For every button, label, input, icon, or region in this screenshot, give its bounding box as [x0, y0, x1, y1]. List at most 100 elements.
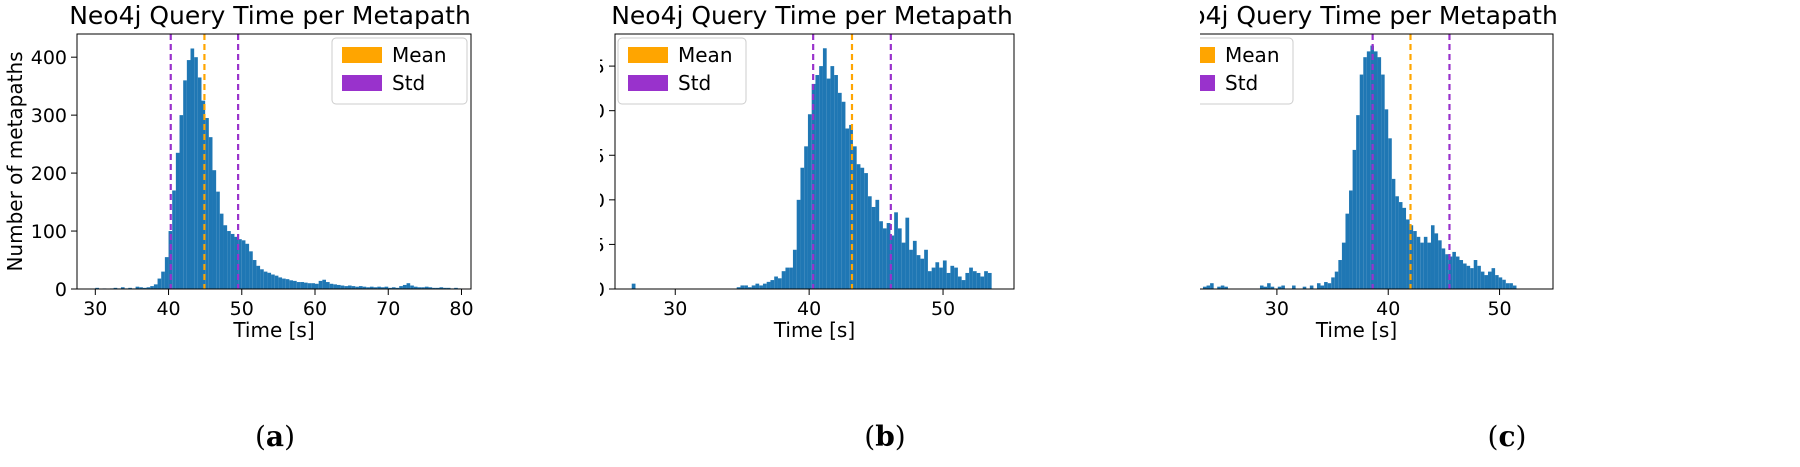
- histogram-bar: [901, 242, 906, 289]
- histogram-bar: [845, 128, 850, 289]
- legend-box: [1200, 37, 1294, 105]
- histogram-bar: [747, 287, 752, 289]
- x-tick-label: 60: [303, 298, 327, 320]
- histogram-bar: [358, 286, 363, 289]
- histogram-bar: [736, 287, 741, 289]
- histogram-bar: [1398, 202, 1403, 289]
- histogram-bar: [421, 287, 425, 289]
- histogram-bar: [1463, 263, 1467, 289]
- caption-b: (b): [864, 420, 906, 453]
- histogram-bar: [296, 282, 301, 289]
- histogram-bar: [1473, 260, 1478, 289]
- histogram-bar: [1484, 275, 1488, 289]
- histogram-bar: [1224, 286, 1228, 289]
- histogram-bar: [879, 221, 883, 289]
- histogram-bar: [1512, 285, 1517, 289]
- histogram-bar: [972, 271, 977, 289]
- histogram-bar: [852, 146, 857, 289]
- histogram-bar: [1263, 286, 1268, 289]
- histogram-bar: [905, 217, 910, 289]
- histogram-bar: [241, 240, 246, 289]
- histogram-bar: [344, 286, 348, 289]
- x-axis-label: Time [s]: [1315, 318, 1397, 342]
- histogram-bar: [216, 191, 220, 289]
- x-tick-label: 40: [797, 298, 821, 320]
- legend-swatch: [628, 75, 668, 91]
- histogram-bar: [774, 276, 778, 289]
- legend: Mean Std: [1200, 37, 1294, 105]
- histogram-bar: [311, 283, 316, 289]
- histogram-bar: [1349, 190, 1353, 289]
- legend-label: Mean: [1225, 43, 1280, 67]
- bars: [1202, 45, 1517, 290]
- histogram-bar: [1327, 283, 1332, 289]
- histogram-bar: [961, 280, 966, 289]
- histogram-bar: [219, 213, 224, 289]
- histogram-bar: [965, 272, 970, 289]
- histogram-bar: [807, 114, 812, 290]
- histogram-bar: [1413, 231, 1417, 289]
- chart-title: Neo4j Query Time per Metapath: [69, 1, 471, 30]
- histogram-bar: [1477, 265, 1481, 289]
- histogram-bar: [1334, 271, 1339, 289]
- histogram-bar: [263, 271, 268, 289]
- plot-frame: [76, 33, 472, 290]
- histogram-bar: [362, 286, 367, 289]
- histogram-bar: [924, 249, 928, 289]
- histogram-bar: [1452, 251, 1456, 289]
- histogram-bar: [766, 281, 771, 289]
- histogram-bar: [1267, 283, 1271, 289]
- histogram-bar: [285, 279, 290, 289]
- histogram-bar: [935, 262, 940, 289]
- histogram-bar: [410, 285, 414, 289]
- histogram-bar: [1352, 149, 1357, 289]
- histogram-bar: [186, 60, 191, 289]
- x-tick-label: 30: [1265, 298, 1289, 320]
- histogram-bar: [179, 115, 184, 290]
- plot-frame: [614, 33, 1015, 290]
- histogram-bar: [230, 233, 235, 289]
- caption-c: (c): [1487, 420, 1527, 453]
- histogram-bar: [113, 287, 118, 289]
- histogram-bar: [740, 285, 745, 289]
- histogram-bar: [1356, 115, 1360, 290]
- legend-swatch: [342, 75, 382, 91]
- histogram-bar: [168, 231, 173, 289]
- histogram-bar: [293, 280, 297, 289]
- histogram-bar: [183, 80, 187, 289]
- histogram-bar: [931, 267, 936, 289]
- histogram-bar: [347, 285, 352, 289]
- y-tick-label: 300: [31, 105, 67, 127]
- histogram-bar: [796, 199, 801, 289]
- histogram-bar: [369, 286, 374, 289]
- histogram-bar: [1430, 225, 1435, 289]
- histogram-bar: [446, 287, 451, 289]
- histogram-bar: [1448, 256, 1453, 289]
- histogram-bar: [205, 118, 209, 289]
- histogram-bar: [135, 286, 140, 289]
- legend-label: Std: [678, 71, 711, 95]
- histogram-bar: [770, 280, 775, 289]
- histogram-bar: [271, 274, 275, 289]
- y-tick-label: 125: [600, 56, 605, 78]
- histogram-bar: [399, 286, 403, 289]
- histogram-bar: [1259, 285, 1264, 289]
- histogram-bar: [142, 287, 147, 289]
- histogram-bar: [153, 284, 158, 289]
- histogram-bar: [939, 267, 943, 289]
- histogram-bar: [395, 287, 400, 289]
- histogram-bar: [1270, 286, 1275, 289]
- histogram-bar: [1206, 285, 1211, 289]
- bars: [95, 48, 462, 290]
- legend-label: Std: [392, 71, 425, 95]
- histogram-bar: [161, 271, 165, 289]
- legend-swatch: [1200, 75, 1215, 91]
- histogram-bar: [1345, 213, 1350, 289]
- histogram-bar: [1480, 271, 1485, 289]
- histogram-bar: [432, 287, 436, 289]
- histogram-bar: [1445, 254, 1449, 289]
- histogram-bar: [1341, 242, 1346, 289]
- histogram-bar: [318, 280, 323, 289]
- x-tick-label: 40: [156, 298, 180, 320]
